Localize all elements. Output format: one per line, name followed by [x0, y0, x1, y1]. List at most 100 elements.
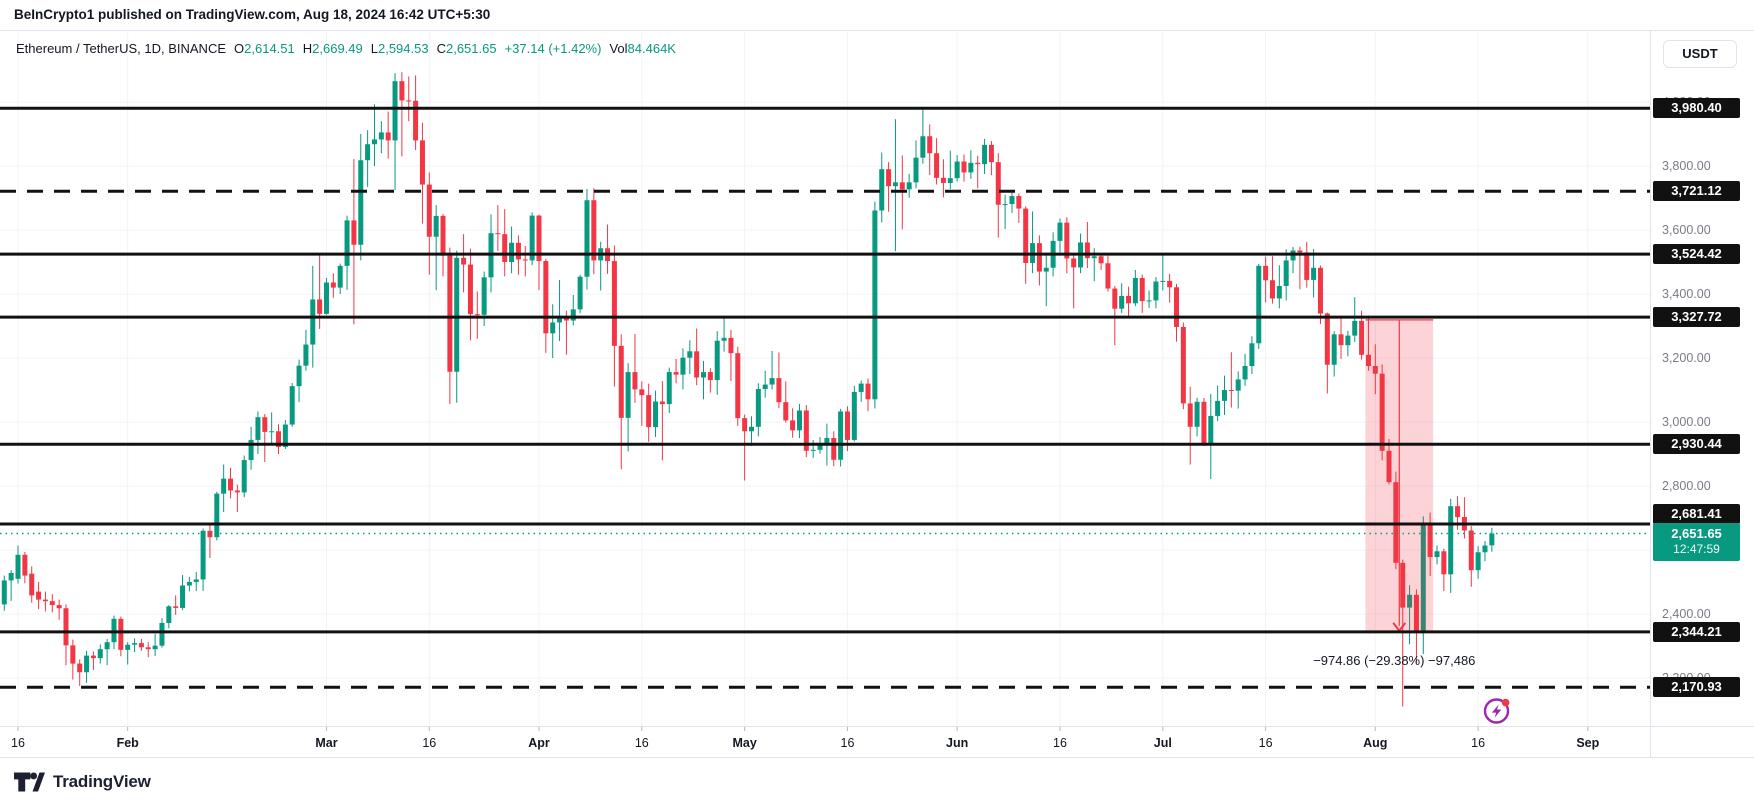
- low-value: 2,594.53: [377, 41, 429, 56]
- candle-body: [783, 402, 789, 421]
- candle-body: [337, 265, 343, 288]
- candle-body: [1331, 334, 1337, 365]
- candle-body: [844, 411, 850, 440]
- candlestick-chart-canvas[interactable]: [0, 0, 1650, 757]
- candle-body: [84, 655, 90, 673]
- open-label: O: [234, 41, 245, 56]
- candle-body: [1311, 267, 1317, 280]
- lightning-bolt-icon: [1491, 704, 1502, 718]
- time-axis-divider: [0, 726, 1754, 727]
- close-value: 2,651.65: [445, 41, 497, 56]
- candle-body: [1283, 260, 1289, 286]
- price-level-label[interactable]: 2,344.21: [1653, 621, 1740, 642]
- price-level-label[interactable]: 3,721.12: [1653, 181, 1740, 202]
- candle-body: [1324, 313, 1330, 365]
- volume-label: Vol: [609, 41, 628, 56]
- candle-body: [385, 132, 391, 141]
- candle-body: [1489, 533, 1495, 546]
- candle-body: [461, 257, 467, 265]
- last-price-value: 2,651.65: [1671, 526, 1722, 542]
- candle-body: [899, 182, 905, 190]
- candle-body: [906, 182, 912, 190]
- candle-body: [1475, 552, 1481, 571]
- price-level-label[interactable]: 2,170.93: [1653, 677, 1740, 698]
- candle-body: [1119, 295, 1125, 309]
- price-level-label[interactable]: 2,930.44: [1653, 434, 1740, 455]
- price-scale[interactable]: [1650, 30, 1754, 726]
- candle-body: [611, 261, 617, 346]
- candle-body: [234, 490, 240, 493]
- candle-body: [982, 144, 988, 165]
- candle-body: [509, 242, 515, 262]
- candle-body: [714, 340, 720, 381]
- candle-body: [125, 644, 131, 650]
- candle-body: [399, 81, 405, 101]
- candle-body: [1208, 415, 1214, 445]
- candle-body: [995, 162, 1001, 205]
- flash-circle: [1483, 698, 1510, 724]
- candle-body: [1174, 287, 1180, 327]
- flash-event-icon[interactable]: [1482, 696, 1512, 726]
- candle-body: [63, 608, 69, 646]
- candle-body: [1112, 288, 1118, 309]
- candle-body: [36, 591, 42, 600]
- price-level-label[interactable]: 3,980.40: [1653, 98, 1740, 119]
- x-axis-tick-label: 16: [1471, 736, 1486, 750]
- candle-body: [1016, 196, 1022, 209]
- candle-body: [796, 410, 802, 431]
- candle-body: [70, 645, 76, 664]
- price-level-label[interactable]: 3,327.72: [1653, 307, 1740, 328]
- currency-toggle-button[interactable]: USDT: [1663, 40, 1737, 68]
- y-axis-tick-label: 3,400.00: [1662, 287, 1711, 301]
- candle-body: [1448, 506, 1454, 575]
- notification-dot: [1501, 698, 1510, 707]
- candle-body: [968, 162, 974, 173]
- candle-body: [557, 317, 563, 323]
- candle-body: [180, 585, 186, 608]
- candle-body: [358, 160, 364, 245]
- tradingview-brand[interactable]: TradingView: [14, 771, 151, 793]
- candle-body: [872, 210, 878, 400]
- candle-body: [440, 215, 446, 256]
- price-level-label[interactable]: 2,681.41: [1653, 503, 1740, 524]
- candle-body: [1180, 326, 1186, 404]
- candle-body: [1242, 366, 1248, 380]
- candle-body: [961, 161, 967, 173]
- candle-body: [97, 649, 103, 659]
- candle-body: [735, 353, 741, 419]
- candle-body: [632, 372, 638, 390]
- y-axis-tick-label: 3,600.00: [1662, 223, 1711, 237]
- candle-body: [173, 606, 179, 608]
- candle-body: [515, 242, 521, 260]
- tradingview-brand-text: TradingView: [53, 772, 151, 791]
- candle-body: [748, 426, 754, 432]
- candle-body: [1105, 263, 1111, 289]
- candle-body: [1064, 222, 1070, 259]
- candle-body: [255, 417, 261, 440]
- candle-body: [584, 200, 590, 277]
- candle-body: [228, 478, 234, 491]
- candle-body: [413, 100, 419, 141]
- candle-body: [1043, 267, 1049, 272]
- candle-body: [426, 184, 432, 237]
- candle-body: [1084, 242, 1090, 259]
- candle-body: [77, 663, 83, 673]
- candle-body: [1221, 390, 1227, 401]
- candle-body: [927, 136, 933, 154]
- candle-body: [1249, 343, 1255, 366]
- time-axis[interactable]: [0, 726, 1650, 757]
- candle-body: [1160, 280, 1166, 282]
- candle-body: [502, 234, 508, 262]
- y-axis-tick-label: 3,000.00: [1662, 415, 1711, 429]
- x-axis-tick-label: Jun: [946, 736, 969, 750]
- price-level-label[interactable]: 3,524.42: [1653, 244, 1740, 265]
- candle-body: [282, 424, 288, 447]
- candle-body: [618, 345, 624, 418]
- candle-body: [810, 449, 816, 451]
- candle-body: [1297, 250, 1303, 253]
- candle-body: [118, 618, 124, 650]
- candle-body: [90, 655, 96, 659]
- candle-body: [152, 645, 158, 650]
- candle-body: [310, 299, 316, 345]
- candle-body: [865, 383, 871, 400]
